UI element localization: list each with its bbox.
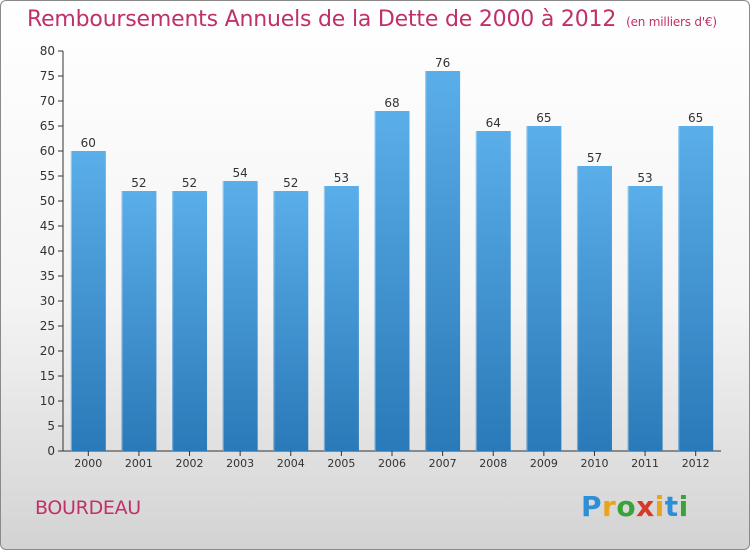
place-name: BOURDEAU [35,497,141,519]
bar-highlight [374,111,376,451]
logo-letter: P [581,490,603,523]
logo-letter: t [664,490,679,523]
bar-value-label: 64 [486,116,501,130]
bar-highlight [70,151,73,451]
x-tick-label: 2006 [378,457,406,470]
bar-highlight [678,126,680,451]
bar [678,126,714,451]
bar [70,151,106,451]
y-tick-label: 60 [40,144,55,158]
y-tick-label: 25 [40,319,55,333]
y-tick-label: 35 [40,269,55,283]
x-tick-label: 2011 [631,457,659,470]
x-tick-label: 2009 [530,457,558,470]
y-tick-label: 50 [40,194,55,208]
x-tick-label: 2004 [277,457,305,470]
x-tick-label: 2003 [226,457,254,470]
x-tick-label: 2001 [125,457,153,470]
bar [627,186,663,451]
bar-highlight [475,131,477,451]
bar-value-label: 68 [384,96,399,110]
logo-letter: x [636,490,655,523]
bar-highlight [323,186,326,451]
unit-label: (en milliers d'€) [626,15,717,29]
bar-value-label: 52 [182,176,197,190]
title-text: Remboursements Annuels de la Dette de 20… [27,7,617,32]
bar [172,191,208,451]
logo-letter: o [616,490,637,523]
y-tick-label: 10 [40,394,55,408]
bar [222,181,258,451]
bar [273,191,309,451]
bar [576,166,612,451]
y-tick-label: 0 [47,444,55,458]
bar [475,131,511,451]
proxiti-logo: Proxiti [581,490,689,523]
x-tick-label: 2012 [682,457,710,470]
bar [374,111,410,451]
bar-value-label: 60 [81,136,96,150]
bar [121,191,157,451]
chart-title: Remboursements Annuels de la Dette de 20… [27,7,717,32]
bar-value-label: 52 [131,176,146,190]
y-tick-label: 15 [40,369,55,383]
y-tick-label: 70 [40,94,55,108]
x-tick-label: 2008 [479,457,507,470]
bar-highlight [627,186,629,451]
x-tick-label: 2007 [429,457,457,470]
bar-value-label: 57 [587,151,602,165]
bar-highlight [576,166,579,451]
bar-highlight [222,181,224,451]
bar-highlight [172,191,174,451]
bar-highlight [121,191,123,451]
bar-value-label: 53 [334,171,349,185]
y-tick-label: 45 [40,219,55,233]
logo-letter: i [654,490,665,523]
y-tick-label: 30 [40,294,55,308]
y-tick-label: 80 [40,44,55,58]
y-tick-label: 75 [40,69,55,83]
bar [425,71,461,451]
logo-letter: i [678,490,689,523]
x-tick-label: 2002 [176,457,204,470]
bar-value-label: 65 [536,111,551,125]
bar [526,126,562,451]
bar-value-label: 52 [283,176,298,190]
y-tick-label: 20 [40,344,55,358]
bar-value-label: 76 [435,56,450,70]
bar-value-label: 65 [688,111,703,125]
bar [323,186,359,451]
y-tick-label: 55 [40,169,55,183]
bar-highlight [425,71,427,451]
y-tick-label: 65 [40,119,55,133]
y-tick-label: 5 [47,419,55,433]
bar-highlight [273,191,275,451]
bar-highlight [526,126,528,451]
x-tick-label: 2010 [580,457,608,470]
x-tick-label: 2005 [327,457,355,470]
bar-value-label: 54 [233,166,248,180]
y-tick-label: 40 [40,244,55,258]
logo-letter: r [602,490,617,523]
bar-value-label: 53 [637,171,652,185]
x-tick-label: 2000 [74,457,102,470]
